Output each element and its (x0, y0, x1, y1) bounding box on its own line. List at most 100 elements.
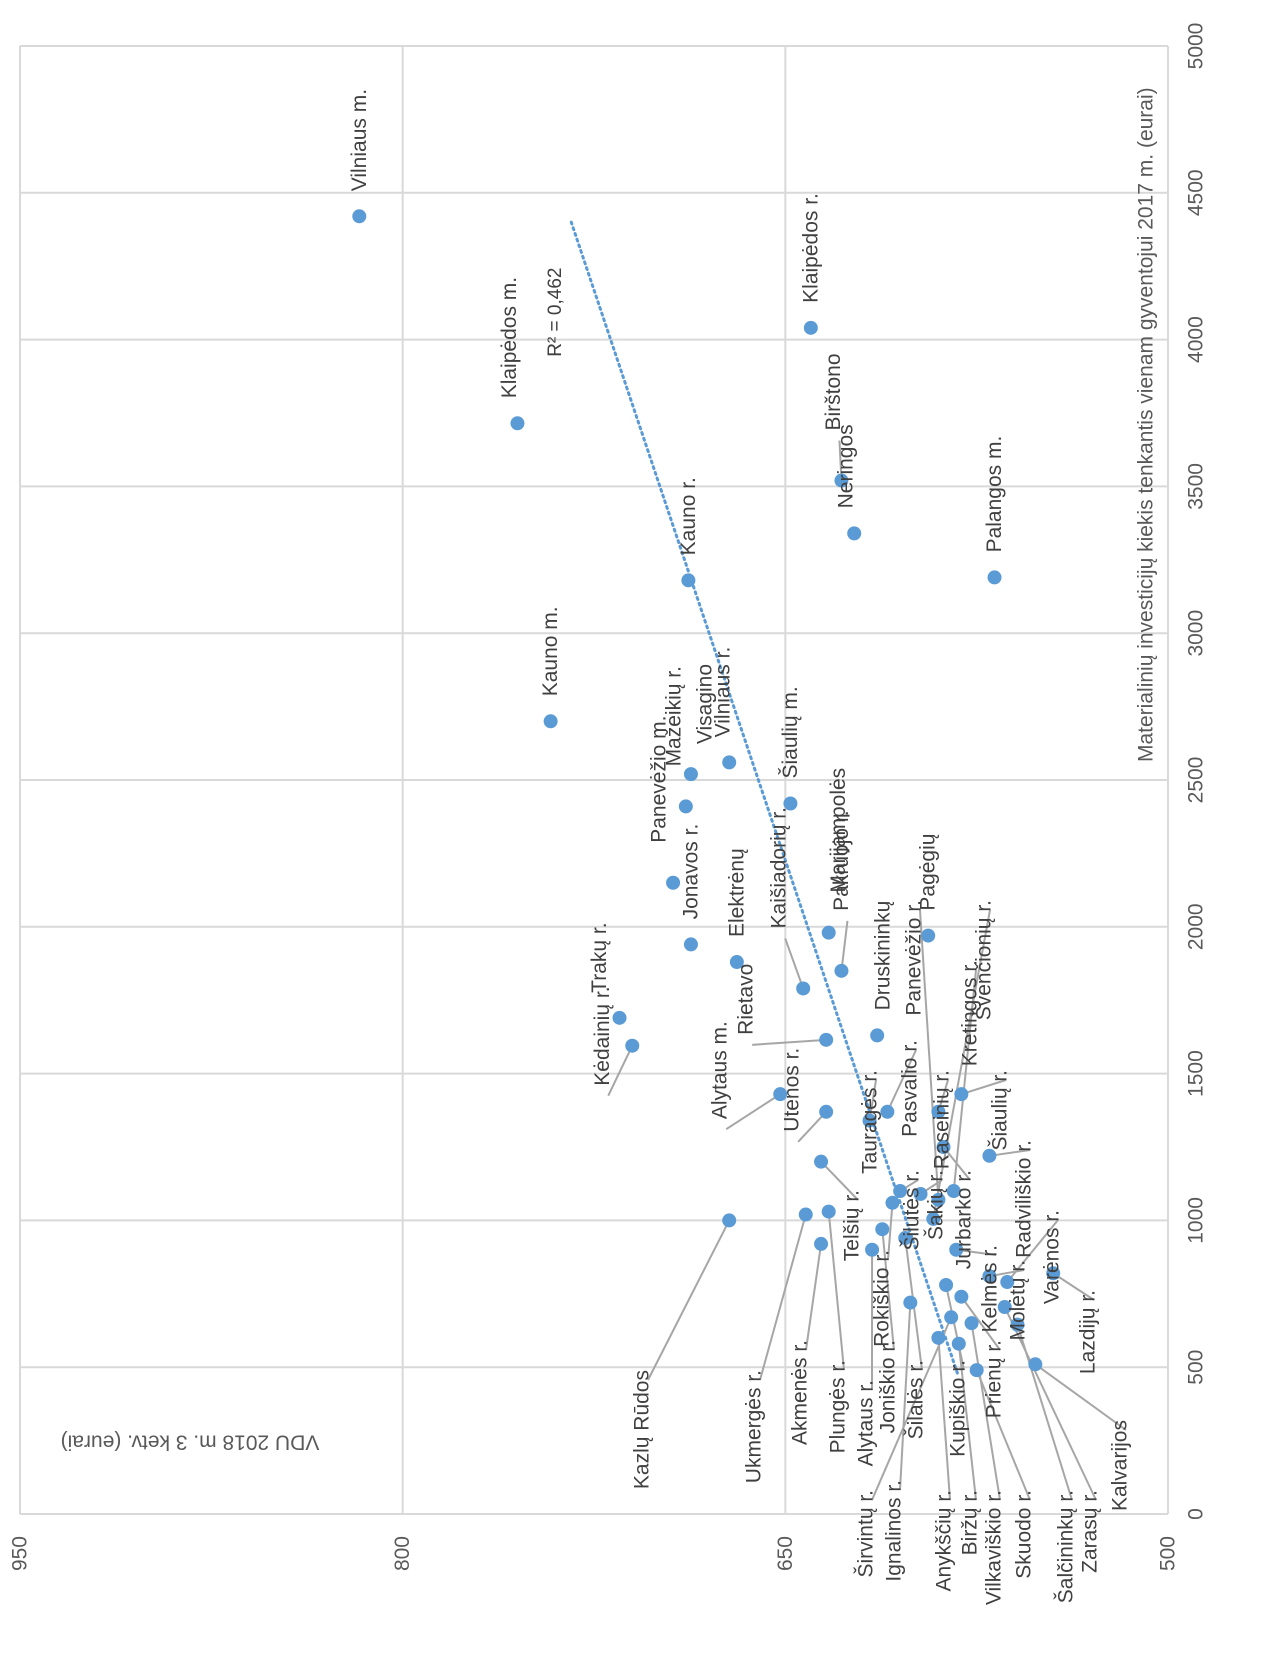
data-point (729, 955, 744, 970)
leader-lines (607, 440, 1127, 1501)
point-label: Birštono (822, 353, 845, 430)
leader-line (961, 1079, 1007, 1096)
point-label: Raseinių r. (931, 1070, 954, 1169)
leader-line (725, 1093, 781, 1130)
leader-line (919, 909, 940, 1200)
point-label: Molėtų r. (1007, 1260, 1030, 1341)
r-squared-label: R² = 0,462 (545, 268, 566, 357)
data-point (814, 1154, 829, 1169)
point-label: Telšių r. (841, 1190, 864, 1261)
data-point (683, 937, 698, 952)
point-label: Jonavos r. (679, 824, 702, 920)
leader-line (932, 909, 991, 1220)
point-label: Vilkaviškio r. (983, 1490, 1006, 1605)
data-point (543, 714, 558, 729)
point-label: Alytaus r. (855, 1380, 878, 1466)
trendline (569, 220, 959, 1375)
data-point (678, 799, 693, 814)
data-point (939, 1277, 954, 1292)
data-point (936, 1140, 951, 1154)
leader-line (827, 1211, 845, 1371)
point-label: Druskininkų (872, 901, 895, 1011)
leader-line (752, 1038, 827, 1046)
point-label: Kupiškio r. (947, 1360, 970, 1457)
leader-line (899, 1302, 912, 1491)
point-label: Palangos m. (983, 436, 1006, 553)
x-tick-label: 5000 (1185, 23, 1208, 70)
leader-line (647, 1219, 731, 1381)
data-point (885, 1195, 900, 1210)
point-label: Šalčininkų r. (1055, 1490, 1078, 1603)
x-tick-label: 4000 (1185, 316, 1208, 363)
data-point (954, 1289, 969, 1304)
leader-line (957, 1343, 977, 1501)
x-tick-label: 2000 (1185, 903, 1208, 950)
axis-ticks: 0 500 1000 1500 2000 2500 3000 3500 4000 4500 5000… (9, 23, 1208, 1571)
point-label: Utenos r. (781, 1048, 804, 1132)
data-point (796, 981, 811, 996)
point-label: Rietavo (735, 964, 758, 1035)
point-label: Šiaulių r. (989, 1070, 1012, 1151)
data-point (683, 767, 698, 782)
data-point (510, 416, 525, 431)
x-tick-label: 4500 (1185, 169, 1208, 216)
data-point (1010, 1317, 1025, 1332)
data-point (982, 1269, 997, 1284)
data-point (949, 1242, 964, 1257)
y-tick-label: 950 (9, 1536, 32, 1571)
point-label: Skuodo r. (1013, 1490, 1036, 1579)
point-label: Švenčionių r. (973, 900, 996, 1020)
data-point (954, 1087, 969, 1102)
point-label: Biržų r. (959, 1490, 982, 1555)
point-label: Mažeikių r. (662, 666, 685, 766)
point-label: Ukmergės r. (743, 1370, 766, 1483)
data-point (821, 925, 836, 940)
y-axis-title: VDU 2018 m. 3 ketv. (eurai) (61, 1431, 320, 1454)
x-tick-label: 2500 (1185, 757, 1208, 804)
point-label: Varėnos r. (1041, 1210, 1064, 1304)
point-label: Akmenės r. (789, 1340, 812, 1445)
point-label: Kėdainių r. (591, 986, 614, 1085)
data-point (834, 473, 849, 488)
data-point (913, 1186, 928, 1201)
point-label: Širvintų r. (855, 1490, 878, 1578)
point-label: Panevėžio m. (648, 716, 671, 843)
x-tick-label: 1000 (1185, 1197, 1208, 1244)
point-label: Zarasų r. (1079, 1490, 1102, 1573)
data-point (898, 1231, 913, 1246)
data-point (926, 1211, 941, 1226)
point-label: Joniškio r. (877, 1340, 900, 1433)
y-tick-label: 800 (391, 1536, 414, 1571)
point-label: Lazdijų r. (1077, 1290, 1100, 1374)
data-point (722, 755, 737, 770)
leader-line (887, 1202, 894, 1261)
data-point (773, 1087, 788, 1102)
leader-line (805, 1243, 823, 1351)
leader-line (975, 1369, 1031, 1501)
leader-line (1003, 1306, 1097, 1501)
data-point (951, 1336, 966, 1351)
data-point (819, 1104, 834, 1119)
data-point (931, 1192, 946, 1207)
leader-line (1034, 1363, 1127, 1431)
point-label: Šilutės r. (901, 1170, 924, 1251)
point-label: Visagino (693, 664, 716, 744)
point-label: Šilalės r. (905, 1360, 928, 1439)
point-label: Radviliškio r. (1013, 1140, 1036, 1258)
data-point (987, 570, 1002, 585)
leader-line (759, 1214, 807, 1381)
data-point (819, 1032, 834, 1047)
data-point (931, 1104, 946, 1119)
y-tick-label: 650 (774, 1536, 797, 1571)
leader-line (840, 920, 849, 971)
data-point (722, 1213, 737, 1228)
leader-line (1006, 1219, 1059, 1283)
data-point (982, 1148, 997, 1163)
point-label: Trakų r. (588, 922, 611, 992)
leader-line (784, 938, 805, 989)
data-point (783, 796, 798, 811)
data-point (847, 526, 862, 541)
data-point (681, 573, 696, 588)
x-tick-label: 500 (1185, 1350, 1208, 1385)
